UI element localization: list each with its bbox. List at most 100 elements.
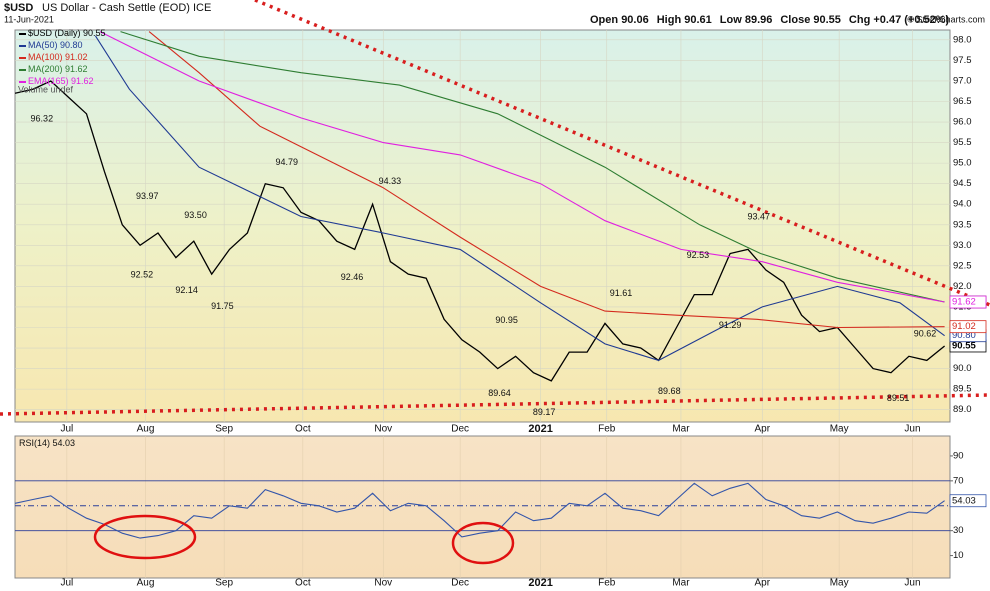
annotation: 93.47 bbox=[747, 211, 770, 221]
legend-entry: $USD (Daily) 90.55 bbox=[28, 28, 106, 38]
value-tag bbox=[949, 295, 987, 309]
legend-entry: EMA(165) 91.62 bbox=[28, 76, 94, 86]
x-tick-label: Dec bbox=[451, 578, 469, 589]
y-tick-label: 93.0 bbox=[953, 240, 972, 251]
y-tick-label: 94.5 bbox=[953, 178, 972, 189]
y-tick-label: 98.0 bbox=[953, 34, 972, 45]
annotation: 92.52 bbox=[131, 269, 154, 279]
x-tick-label: Feb bbox=[598, 424, 616, 435]
annotation: 92.53 bbox=[687, 250, 710, 260]
y-tick-label: 10 bbox=[953, 550, 964, 561]
y-tick-label: 89.0 bbox=[953, 404, 972, 415]
annotation: 89.51 bbox=[887, 393, 910, 403]
legend-entry: MA(100) 91.02 bbox=[28, 52, 88, 62]
y-tick-label: 92.0 bbox=[953, 281, 972, 292]
support-trendline bbox=[0, 393, 990, 416]
legend-swatch bbox=[19, 69, 26, 71]
annotation: 89.68 bbox=[658, 386, 681, 396]
x-tick-label: May bbox=[830, 424, 849, 435]
volume-note: Volume undef bbox=[18, 84, 74, 94]
annotation: 92.14 bbox=[175, 285, 198, 295]
series-line bbox=[15, 482, 945, 539]
value-tag-label: 90.55 bbox=[952, 340, 976, 351]
annotation: 94.33 bbox=[379, 176, 402, 186]
legend-entry: MA(50) 90.80 bbox=[28, 40, 83, 50]
y-tick-label: 94.0 bbox=[953, 199, 972, 210]
value-tag-label: 54.03 bbox=[952, 495, 976, 506]
y-tick-label: 97.0 bbox=[953, 75, 972, 86]
x-tick-label: Aug bbox=[137, 424, 155, 435]
annotation: 90.62 bbox=[914, 328, 937, 338]
symbol: $USD bbox=[4, 2, 33, 14]
y-tick-label: 90 bbox=[953, 450, 964, 461]
y-tick-label: 93.5 bbox=[953, 219, 972, 230]
x-tick-label: Feb bbox=[598, 578, 616, 589]
annotation: 93.97 bbox=[136, 191, 159, 201]
annotation: 91.29 bbox=[719, 320, 742, 330]
rsi-plot bbox=[15, 480, 950, 539]
y-tick-label: 96.0 bbox=[953, 117, 972, 128]
x-tick-label: Jul bbox=[60, 578, 73, 589]
x-tick-label: May bbox=[830, 578, 849, 589]
annotation: 93.50 bbox=[184, 210, 207, 220]
legend-swatch bbox=[19, 33, 26, 35]
series-line bbox=[120, 31, 945, 303]
quote: Low 89.96 bbox=[720, 14, 773, 26]
legend-entry: MA(200) 91.62 bbox=[28, 64, 88, 74]
y-tick-label: 95.5 bbox=[953, 137, 972, 148]
rsi-title: RSI(14) 54.03 bbox=[19, 438, 75, 448]
legend-swatch bbox=[19, 57, 26, 59]
annotation: 92.46 bbox=[341, 272, 364, 282]
value-tag-label: 90.80 bbox=[952, 330, 976, 341]
y-tick-label: 97.5 bbox=[953, 55, 972, 66]
x-tick-label: Apr bbox=[755, 424, 771, 435]
series-line bbox=[99, 31, 945, 303]
plot-layer bbox=[15, 30, 950, 578]
quote: Chg +0.47 (+0.52%) bbox=[849, 14, 950, 26]
legend-swatch bbox=[19, 81, 26, 83]
y-tick-label: 95.0 bbox=[953, 158, 972, 169]
oversold-highlight bbox=[93, 514, 197, 560]
x-tick-label: Mar bbox=[672, 424, 690, 435]
date: 11-Jun-2021 bbox=[4, 14, 54, 24]
y-tick-label: 96.5 bbox=[953, 96, 972, 107]
price-panel bbox=[14, 29, 951, 423]
x-tick-label: 2021 bbox=[528, 577, 552, 589]
y-tick-label: 90.0 bbox=[953, 363, 972, 374]
x-tick-label: Mar bbox=[672, 578, 690, 589]
x-tick-label: Aug bbox=[137, 578, 155, 589]
subtitle: US Dollar - Cash Settle (EOD) ICE bbox=[42, 2, 211, 14]
x-tick-label: Nov bbox=[374, 424, 392, 435]
credit: © StockCharts.com bbox=[907, 14, 985, 24]
annotation: 94.79 bbox=[275, 157, 298, 167]
quote: Close 90.55 bbox=[780, 14, 841, 26]
y-tick-label: 70 bbox=[953, 475, 964, 486]
value-tag-label: 91.62 bbox=[952, 297, 976, 308]
x-tick-label: Dec bbox=[451, 424, 469, 435]
annotation: 91.75 bbox=[211, 301, 234, 311]
quote: High 90.61 bbox=[657, 14, 712, 26]
quote: Open 90.06 bbox=[590, 14, 649, 26]
x-tick-label: Oct bbox=[295, 424, 311, 435]
annotation: 89.17 bbox=[533, 407, 556, 417]
series-line bbox=[94, 35, 945, 361]
annotation: 90.95 bbox=[495, 315, 518, 325]
x-tick-label: Jul bbox=[60, 424, 73, 435]
value-tag-label: 91.02 bbox=[952, 321, 976, 332]
value-tag bbox=[949, 494, 987, 508]
legend-swatch bbox=[19, 45, 26, 47]
x-tick-label: Sep bbox=[215, 578, 233, 589]
y-tick-label: 30 bbox=[953, 525, 964, 536]
x-tick-label: Jun bbox=[904, 578, 920, 589]
x-tick-label: Sep bbox=[215, 424, 233, 435]
y-tick-label: 92.5 bbox=[953, 260, 972, 271]
annotation: 96.32 bbox=[31, 113, 54, 123]
price-plot bbox=[15, 31, 946, 382]
annotation: 89.64 bbox=[488, 388, 511, 398]
x-tick-label: Nov bbox=[374, 578, 392, 589]
oversold-highlight bbox=[451, 521, 515, 565]
annotation: 91.61 bbox=[610, 288, 633, 298]
x-tick-label: 2021 bbox=[528, 423, 552, 435]
value-tag bbox=[949, 320, 987, 334]
